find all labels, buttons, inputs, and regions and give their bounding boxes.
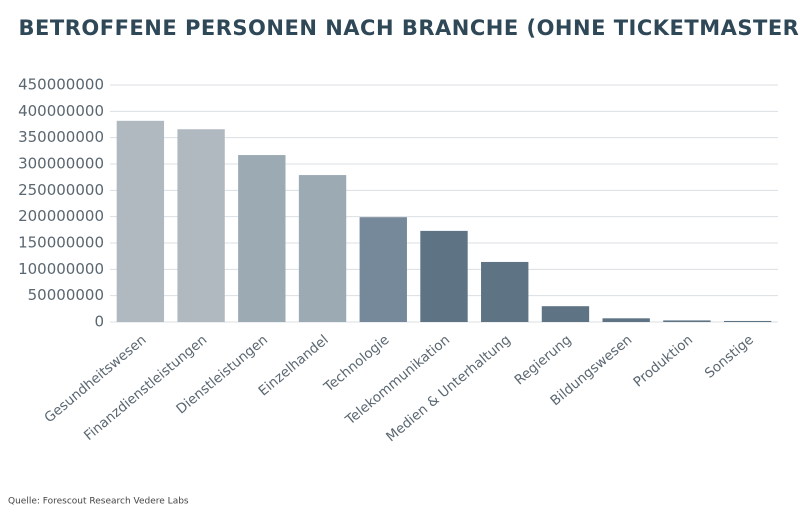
y-tick-label: 100000000: [18, 260, 104, 278]
chart-title: BETROFFENE PERSONEN NACH BRANCHE (OHNE T…: [19, 16, 800, 40]
bar: [420, 230, 468, 322]
bar: [541, 306, 590, 322]
bar: [602, 318, 650, 322]
bar: [359, 217, 407, 322]
y-tick-label: 0: [94, 313, 104, 331]
y-tick-label: 150000000: [18, 234, 104, 252]
x-tick-label: Produktion: [630, 332, 696, 391]
x-tick-label: Finanzdienstleistungen: [81, 332, 210, 444]
bar: [238, 155, 286, 322]
x-tick-label: Sonstige: [702, 332, 757, 382]
source-note: Quelle: Forescout Research Vedere Labs: [8, 497, 189, 507]
y-tick-label: 200000000: [18, 207, 104, 225]
x-tick-label: Medien & Unterhaltung: [383, 332, 514, 445]
bar: [116, 120, 165, 323]
bar: [723, 320, 772, 322]
y-tick-label: 250000000: [18, 181, 104, 199]
x-tick-label: Telekommunikation: [342, 332, 453, 429]
y-tick-label: 450000000: [18, 76, 104, 94]
bar: [481, 261, 529, 322]
y-tick-label: 400000000: [18, 102, 104, 120]
x-tick-label: Regierung: [512, 332, 575, 389]
bar: [663, 320, 711, 322]
y-tick-label: 300000000: [18, 155, 104, 173]
y-tick-label: 350000000: [18, 128, 104, 146]
x-tick-label: Gesundheitswesen: [41, 332, 149, 426]
bar: [177, 129, 225, 322]
bar: [298, 175, 347, 322]
y-tick-label: 50000000: [28, 286, 104, 304]
